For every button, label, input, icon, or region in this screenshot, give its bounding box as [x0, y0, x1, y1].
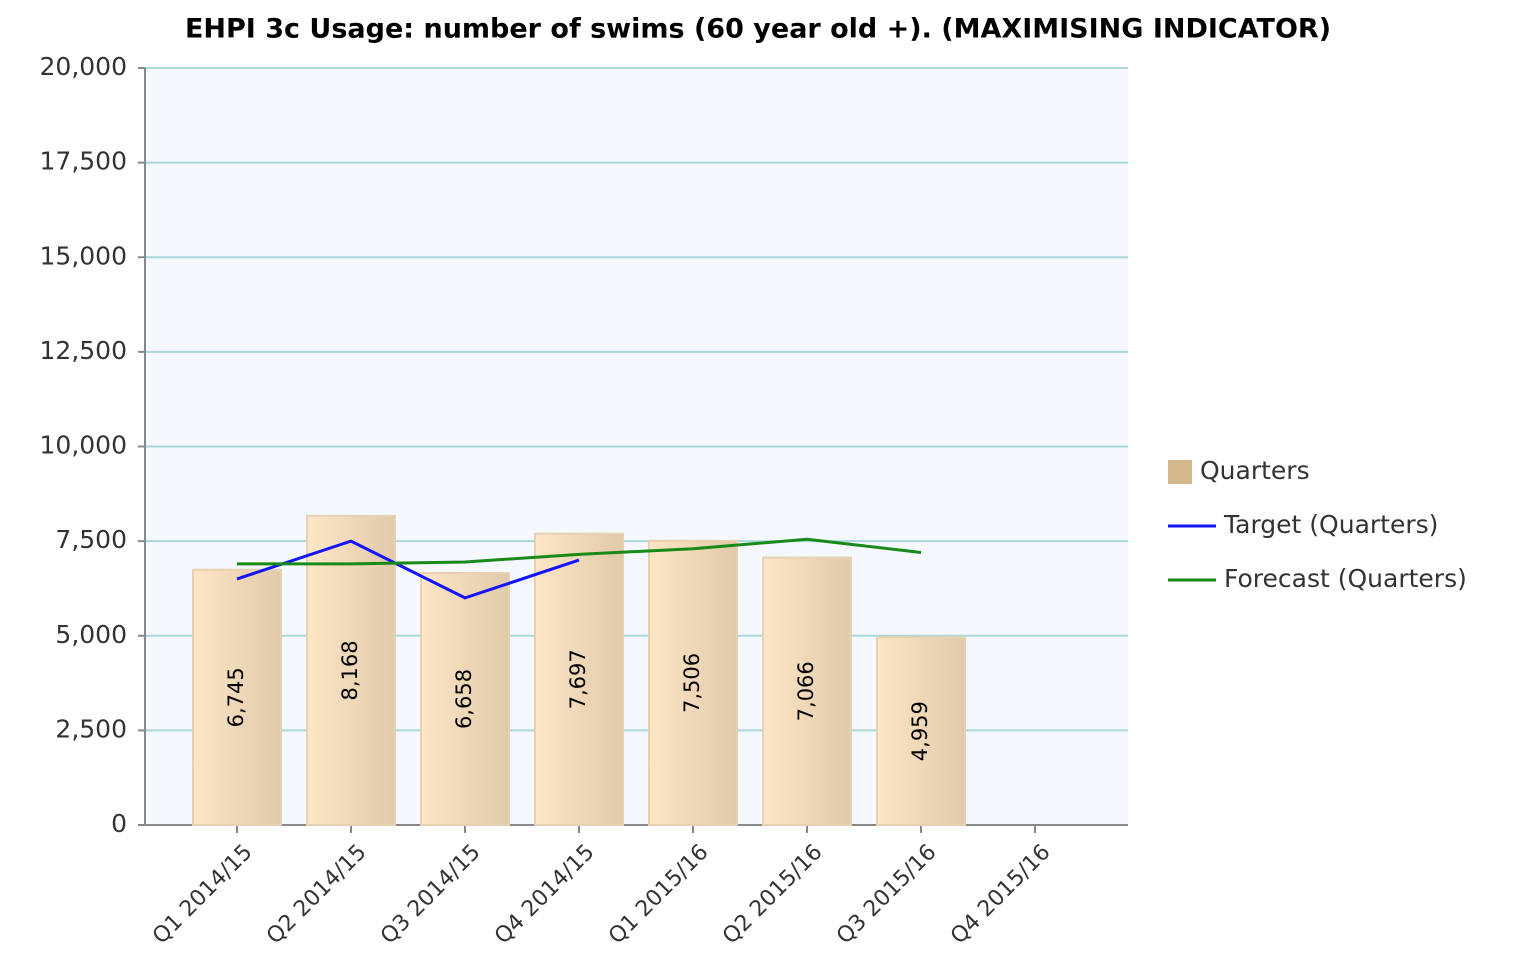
chart-title: EHPI 3c Usage: number of swims (60 year …: [185, 14, 1331, 45]
y-tick-label: 12,500: [40, 336, 127, 365]
y-tick-label: 20,000: [40, 52, 127, 81]
bar: [534, 532, 624, 827]
data-label: 7,506: [680, 653, 704, 713]
y-tick-label: 2,500: [55, 714, 127, 743]
legend-swatch: [1168, 460, 1192, 484]
x-tick-label: Q2 2015/16: [718, 840, 827, 949]
y-tick-label: 5,000: [55, 620, 127, 649]
legend-label: Forecast (Quarters): [1224, 564, 1467, 593]
x-tick-label: Q1 2015/16: [604, 840, 713, 949]
data-label: 6,658: [452, 669, 476, 729]
x-tick-label: Q4 2014/15: [490, 840, 599, 949]
y-tick-label: 10,000: [40, 431, 127, 460]
data-label: 8,168: [338, 640, 362, 700]
y-tick-label: 17,500: [40, 147, 127, 176]
y-tick-label: 7,500: [55, 525, 127, 554]
legend-label: Quarters: [1200, 456, 1310, 485]
y-tick-label: 0: [111, 809, 127, 838]
data-label: 4,959: [908, 701, 932, 761]
x-tick-label: Q1 2014/15: [148, 840, 257, 949]
bar: [648, 539, 738, 826]
bar: [876, 636, 966, 827]
x-tick-label: Q3 2015/16: [832, 840, 941, 949]
data-label: 7,066: [794, 661, 818, 721]
line-series: [236, 539, 580, 600]
y-tick-label: 15,000: [40, 241, 127, 270]
bar: [192, 568, 282, 826]
data-label: 7,697: [566, 649, 590, 709]
x-tick-label: Q2 2014/15: [262, 840, 371, 949]
bar: [306, 514, 396, 826]
x-tick-label: Q3 2014/15: [376, 840, 485, 949]
legend-label: Target (Quarters): [1223, 510, 1438, 539]
x-tick-label: Q4 2015/16: [946, 840, 1055, 949]
line-series: [237, 537, 922, 566]
data-label: 6,745: [224, 667, 248, 727]
bar: [762, 556, 852, 826]
bar: [420, 571, 510, 826]
